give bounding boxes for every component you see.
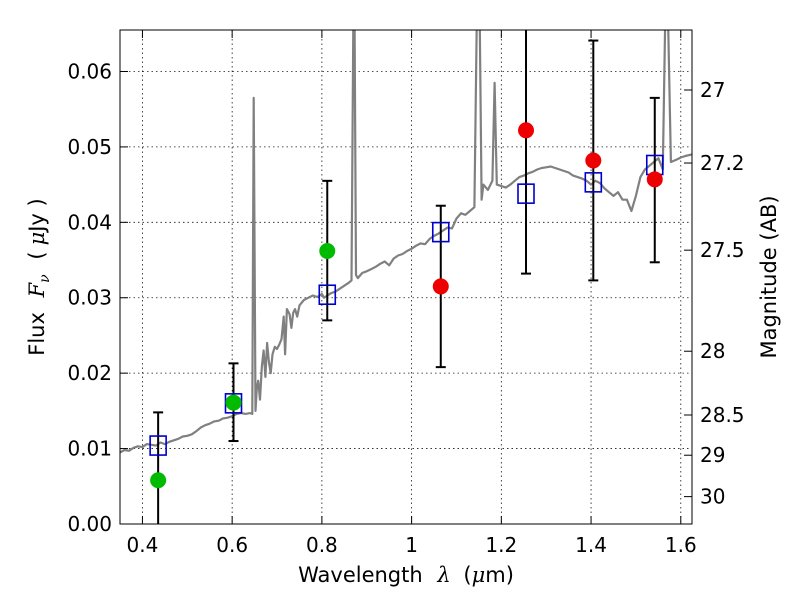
model-photometry-square [517,183,535,204]
y-tick-label: 0.02 [67,361,112,385]
marker-layer [149,122,664,489]
model-photometry-square [149,435,167,456]
model-photometry-square [584,172,603,193]
model-spectrum-line [120,30,692,454]
observed-nir-point [518,122,535,139]
y-tick-label: 0.03 [67,286,112,310]
observed-optical-point [225,394,242,411]
observed-nir-point [432,278,449,295]
x-tick-label: 1.6 [665,533,697,557]
model-photometry-square [431,221,450,243]
y-tick-label: 0.00 [67,512,112,536]
y-tick-label: 0.01 [67,437,112,461]
model-photometry-square [318,284,337,306]
x-tick-label: 0.8 [306,533,338,557]
x-tick-label: 1.2 [485,533,517,557]
y-tick-label: 0.04 [67,210,112,234]
x-axis-label: Wavelength λ (μm) [298,563,514,587]
plot-frame [119,29,693,525]
model-photometry-square [224,393,243,414]
plot-area [120,30,692,524]
observed-nir-point [585,152,602,169]
y-tick-label: 0.05 [67,135,112,159]
y2-axis-label: Magnitude (AB) [757,195,781,358]
spectrum-layer [120,30,692,454]
x-tick-label: 0.4 [127,533,159,557]
y2-tick-label: 27 [700,78,725,102]
y-axis-label: Flux Fν (μJy ) [25,198,54,355]
x-tick-label: 1 [405,533,418,557]
observed-optical-point [150,472,167,489]
y2-tick-label: 29 [700,443,725,467]
y2-tick-label: 27.5 [700,238,745,262]
y2-tick-label: 28 [700,339,725,363]
y-tick-label: 0.06 [67,59,112,83]
y2-tick-label: 28.5 [700,403,745,427]
axis-ticks: 0.4 0.6 0.8 1 1.2 1.4 1.6 0.00 0.01 0.02 0.03 0.04 0… [67,30,745,557]
y2-tick-label: 30 [700,485,725,509]
observed-nir-point [646,171,663,188]
x-tick-label: 1.4 [575,533,607,557]
y2-tick-label: 27.2 [700,151,745,175]
x-tick-label: 0.6 [216,533,248,557]
observed-optical-point [319,242,336,259]
